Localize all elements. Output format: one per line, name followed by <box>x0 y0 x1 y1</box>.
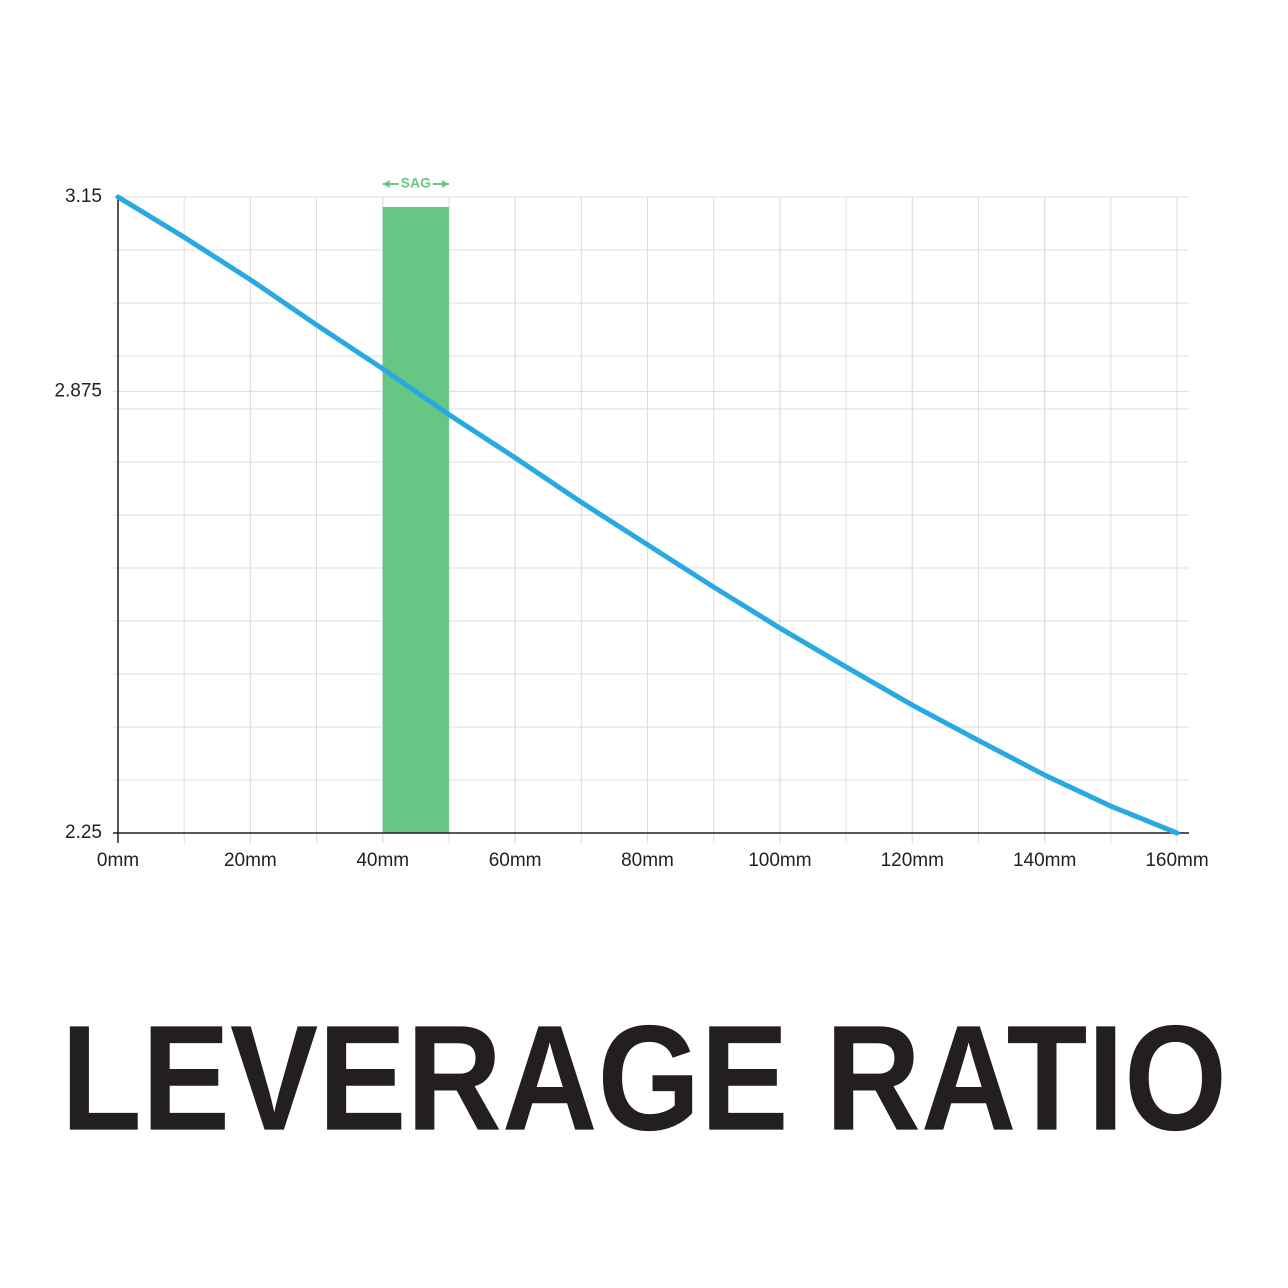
sag-arrowhead <box>382 180 390 188</box>
y-tick-label: 2.875 <box>54 380 102 401</box>
sag-label: SAG <box>401 175 431 191</box>
x-tick-label: 120mm <box>881 850 944 871</box>
x-tick-label: 20mm <box>224 850 277 871</box>
x-tick-label: 80mm <box>621 850 674 871</box>
x-tick-label: 60mm <box>489 850 542 871</box>
x-tick-label: 0mm <box>97 850 139 871</box>
x-tick-label: 100mm <box>748 850 811 871</box>
x-tick-label: 160mm <box>1145 850 1208 871</box>
chart-title: LEVERAGE RATIO <box>61 994 1227 1162</box>
x-tick-label: 40mm <box>356 850 409 871</box>
data-line <box>115 194 1180 836</box>
x-tick-label: 140mm <box>1013 850 1076 871</box>
sag-band <box>382 206 449 834</box>
sag-arrowhead <box>441 180 449 188</box>
y-tick-label: 2.25 <box>65 822 102 843</box>
y-tick-label: 3.15 <box>65 186 102 207</box>
